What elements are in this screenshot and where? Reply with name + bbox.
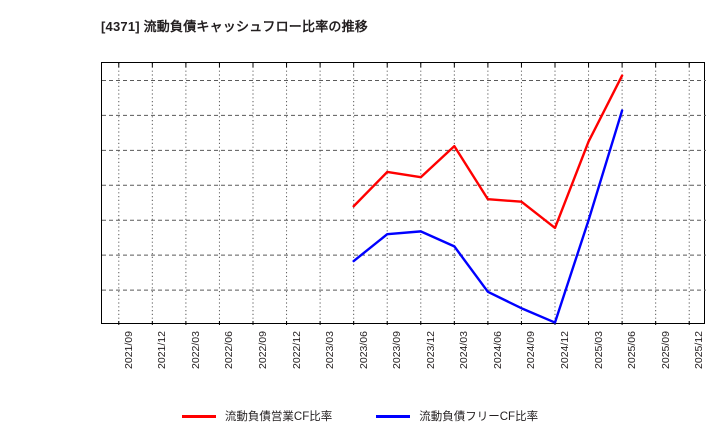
legend-color-swatch — [376, 414, 411, 418]
x-axis-tick-label: 2022/09 — [257, 331, 269, 369]
x-axis-tick-label: 2023/06 — [357, 331, 370, 369]
x-axis-tick-label: 2022/03 — [189, 331, 202, 369]
x-axis-tick-label: 2024/06 — [491, 331, 504, 369]
x-axis-tick-label: 2021/09 — [122, 331, 135, 369]
data-series-layer — [352, 74, 624, 324]
series-line — [352, 109, 624, 324]
chart-title: [4371] 流動負債キャッシュフロー比率の推移 — [101, 19, 368, 34]
legend-item[interactable]: 流動負債営業CF比率 — [181, 408, 333, 424]
x-axis-tick-label: 2024/09 — [525, 331, 538, 369]
x-axis-tick-label: 2023/09 — [391, 331, 404, 369]
x-axis-tick-label: 2025/09 — [659, 331, 672, 369]
x-axis-tick-label: 2025/12 — [693, 331, 706, 369]
x-axis-tick-label: 2023/12 — [424, 331, 437, 369]
legend-label: 流動負債フリーCF比率 — [419, 411, 539, 423]
x-axis-tick-label: 2024/12 — [559, 331, 571, 369]
x-axis-tick-label: 2025/03 — [592, 331, 605, 369]
x-axis-tick-label: 2021/12 — [156, 331, 169, 369]
x-axis-tick-label: 2023/03 — [324, 331, 337, 369]
legend-color-swatch — [181, 414, 216, 418]
legend-item[interactable]: 流動負債フリーCF比率 — [376, 408, 538, 424]
plot-area — [101, 62, 706, 325]
x-axis-tick-label: 2024/03 — [458, 331, 471, 369]
gridlines — [102, 63, 706, 325]
x-axis-tick-label: 2022/06 — [223, 331, 236, 369]
series-line — [352, 74, 624, 230]
x-axis-tick-label: 2022/12 — [290, 331, 303, 369]
legend-label: 流動負債営業CF比率 — [224, 411, 333, 423]
chart-legend: 流動負債営業CF比率 流動負債フリーCF比率 — [0, 404, 720, 428]
x-axis-tick-label: 2025/06 — [626, 331, 639, 369]
